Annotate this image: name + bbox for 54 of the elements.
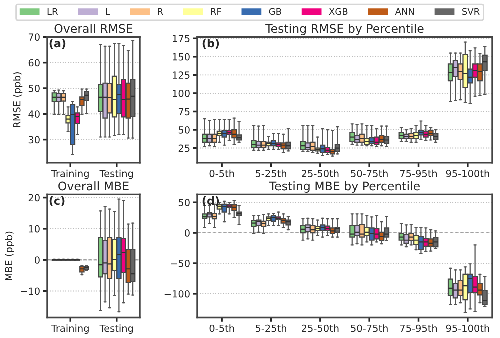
y-axis-title: MBE (ppb)	[5, 232, 14, 280]
y-tick-label: 0	[185, 230, 190, 237]
annotation: (d)	[202, 196, 220, 206]
y-tick-label: 40	[28, 110, 40, 118]
y-tick-label: 0	[35, 256, 40, 264]
y-tick-label: 100	[173, 90, 190, 98]
legend-label: L	[106, 8, 110, 15]
x-tick-label: 5-25th	[256, 324, 286, 332]
y-tick-label: 25	[178, 144, 190, 152]
x-tick-label: 25-50th	[302, 324, 339, 332]
x-tick-label: 95-100th	[446, 170, 490, 178]
chart-title: Overall MBE	[58, 182, 129, 191]
x-tick-label: 75-95th	[400, 170, 438, 178]
legend-label: R	[158, 8, 164, 15]
x-tick-label: 50-75th	[351, 324, 388, 332]
legend-label: LR	[48, 8, 58, 15]
y-tick-label: −100	[164, 290, 190, 298]
y-tick-label: 50	[178, 199, 190, 206]
x-tick-label: 75-95th	[400, 324, 438, 332]
y-tick-label: 20	[28, 194, 40, 202]
legend-label: GB	[269, 8, 282, 16]
y-axis-title: RMSE (ppb)	[13, 72, 23, 128]
y-tick-label: 50	[178, 126, 190, 134]
x-tick-label: 0-5th	[210, 170, 234, 178]
x-tick-label: Training	[51, 324, 89, 334]
chart-title: Testing MBE by Percentile	[269, 182, 420, 193]
y-tick-label: 50	[28, 84, 40, 92]
x-tick-label: 50-75th	[351, 170, 388, 178]
x-tick-label: 0-5th	[210, 324, 234, 332]
x-tick-label: Testing	[100, 324, 134, 334]
y-tick-label: 125	[173, 72, 190, 80]
y-tick-label: 10	[29, 225, 40, 233]
legend-label: XGB	[329, 8, 348, 16]
annotation: (a)	[50, 39, 66, 49]
x-tick-label: 5-25th	[256, 170, 286, 178]
y-tick-label: 75	[178, 108, 190, 116]
annotation: (c)	[50, 196, 65, 206]
y-tick-label: −10	[21, 288, 40, 296]
annotation: (b)	[202, 39, 220, 49]
legend-label: ANN	[395, 8, 414, 15]
y-tick-label: 60	[28, 59, 40, 67]
chart-title: Testing RMSE by Percentile	[266, 24, 424, 36]
y-tick-label: 70	[28, 34, 40, 42]
chart-title: Overall RMSE	[54, 24, 133, 34]
y-tick-label: 30	[28, 136, 40, 144]
x-tick-label: 25-50th	[302, 170, 339, 178]
x-tick-label: Training	[51, 170, 89, 180]
legend-label: RF	[211, 8, 222, 15]
x-tick-label: Testing	[100, 170, 134, 180]
y-tick-label: 150	[173, 53, 190, 61]
legend-label: SVR	[462, 8, 480, 16]
y-tick-label: 175	[173, 35, 190, 42]
x-tick-label: 95-100th	[446, 324, 490, 332]
y-tick-label: −50	[171, 260, 190, 268]
